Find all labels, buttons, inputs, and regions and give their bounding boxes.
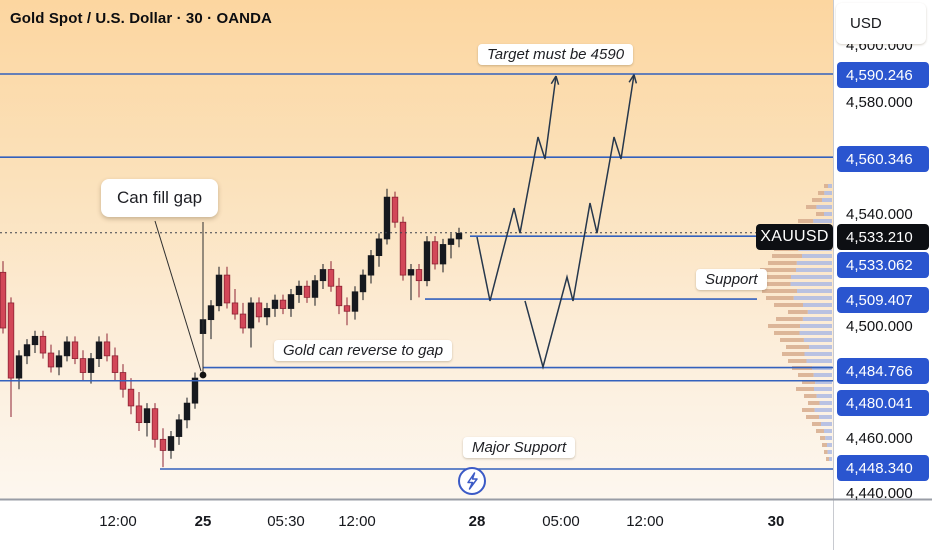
- time-axis-label: 12:00: [338, 513, 376, 530]
- time-axis-label: 28: [468, 513, 486, 530]
- price-level-badge: 4,509.407: [837, 287, 929, 313]
- symbol-price-tag: XAUUSD: [756, 224, 833, 250]
- time-axis-label: 12:00: [626, 513, 664, 530]
- price-level-badge: 4,533.062: [837, 252, 929, 278]
- price-grid-label: 4,500.000: [846, 318, 913, 335]
- currency-selector[interactable]: USD: [836, 3, 926, 44]
- projection-arrow[interactable]: [524, 74, 638, 370]
- price-level-badge: 4,590.246: [837, 62, 929, 88]
- price-grid-label: 4,440.000: [846, 485, 913, 502]
- lightning-icon[interactable]: [458, 467, 486, 495]
- price-levels[interactable]: [0, 73, 833, 470]
- price-level-badge: 4,448.340: [837, 455, 929, 481]
- price-level-badge: 4,480.041: [837, 390, 929, 416]
- time-axis-label: 25: [194, 513, 212, 530]
- time-axis-label: 05:00: [542, 513, 580, 530]
- annotation-reverse-to-gap[interactable]: Gold can reverse to gap: [274, 340, 453, 361]
- time-axis-label: 05:30: [267, 513, 305, 530]
- price-grid-label: 4,540.000: [846, 206, 913, 223]
- candles: [0, 188, 463, 468]
- annotation-major-support[interactable]: Major Support: [463, 437, 576, 458]
- price-level-badge: 4,484.766: [837, 358, 929, 384]
- annotation-target[interactable]: Target must be 4590: [478, 44, 634, 65]
- gap-callout: [154, 220, 207, 379]
- time-axis-label: 30: [767, 513, 785, 530]
- current-price-badge: 4,533.210: [837, 224, 929, 250]
- price-level-badge: 4,560.346: [837, 146, 929, 172]
- price-grid-label: 4,580.000: [846, 94, 913, 111]
- annotation-support[interactable]: Support: [696, 269, 767, 290]
- chart-background: [0, 0, 833, 499]
- projection-arrow[interactable]: [476, 75, 560, 302]
- time-axis-label: 12:00: [99, 513, 137, 530]
- price-grid-label: 4,460.000: [846, 430, 913, 447]
- gap-dot-marker[interactable]: [199, 371, 207, 379]
- chart-title[interactable]: Gold Spot / U.S. Dollar · 30 · OANDA: [10, 10, 272, 27]
- annotation-can-fill-gap[interactable]: Can fill gap: [101, 179, 219, 217]
